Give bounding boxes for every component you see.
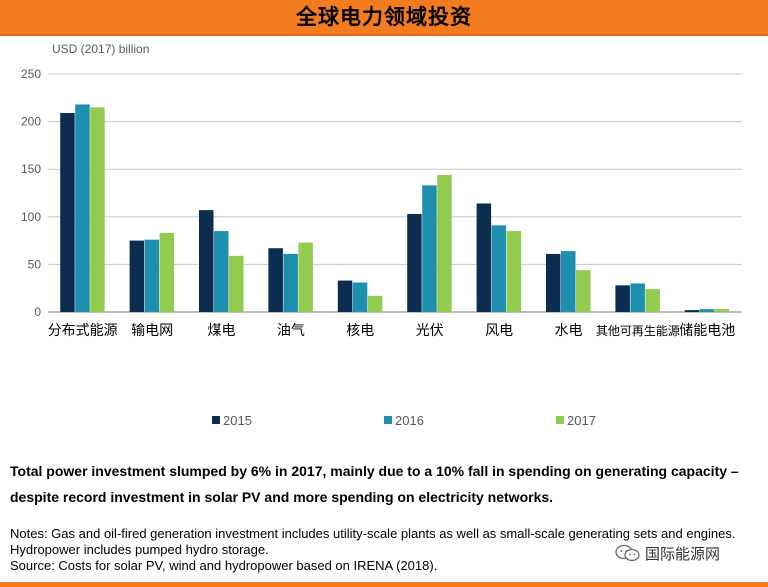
bar-2015 (684, 310, 700, 312)
wechat-icon (615, 544, 640, 562)
bar-2017 (714, 309, 730, 312)
x-tick-label: 核电 (346, 323, 374, 339)
notes-text: Notes: Gas and oil-fired generation inve… (10, 526, 736, 557)
y-tick-label: 150 (21, 162, 41, 176)
bar-2015 (129, 240, 145, 312)
watermark-text: 国际能源网 (645, 544, 721, 563)
x-tick-label: 煤电 (208, 323, 236, 339)
bar-2017 (437, 174, 452, 312)
chart-notes: Notes: Gas and oil-fired generation inve… (10, 526, 762, 574)
x-tick-label: 输电网 (131, 323, 173, 339)
bar-2015 (546, 253, 561, 312)
x-tick-label: 分布式能源 (48, 323, 118, 339)
y-tick-label: 0 (34, 305, 41, 319)
legend-label-2016: 2016 (395, 413, 424, 428)
legend-swatch-2015 (212, 416, 220, 424)
bar-2017 (506, 231, 522, 312)
source-text: Source: Costs for solar PV, wind and hyd… (10, 558, 438, 573)
bar-2015 (268, 248, 283, 312)
legend-label-2015: 2015 (223, 413, 252, 428)
legend-swatch-2017 (556, 416, 564, 424)
y-axis-unit-label: USD (2017) billion (52, 42, 149, 56)
y-tick-label: 50 (28, 257, 42, 271)
legend-label-2017: 2017 (567, 413, 596, 428)
legend-swatch-2016 (384, 416, 392, 424)
bar-2016 (422, 185, 437, 312)
chart-summary: Total power investment slumped by 6% in … (10, 463, 739, 505)
y-tick-label: 250 (21, 67, 41, 81)
bar-2017 (576, 270, 591, 312)
bar-2017 (298, 242, 313, 312)
x-tick-label: 其他可再生能源 (596, 324, 680, 338)
x-tick-label: 风电 (485, 323, 513, 339)
watermark: 国际能源网 (615, 542, 721, 564)
y-tick-label: 200 (21, 115, 41, 129)
bar-2016 (214, 231, 229, 312)
x-tick-label: 光伏 (416, 323, 444, 339)
bar-chart: USD (2017) billion 0 50 100 150 200 250 分布式能源 输电… (21, 42, 742, 428)
bar-2016 (491, 225, 507, 312)
bar-2015 (476, 203, 492, 312)
bar-2016 (630, 283, 645, 312)
y-tick-label: 100 (21, 210, 41, 224)
bar-2016 (561, 251, 576, 312)
bar-2017 (159, 232, 175, 312)
bar-2016 (144, 239, 160, 312)
bottom-accent-bar (0, 582, 768, 587)
bar-2017 (645, 289, 660, 312)
bar-2017 (90, 107, 105, 312)
x-tick-label: 油气 (277, 323, 305, 339)
bar-2015 (199, 210, 214, 312)
bar-2017 (229, 255, 244, 312)
bar-2017 (367, 295, 383, 312)
page-title: 全球电力领域投资 (0, 0, 768, 34)
title-divider (0, 34, 768, 36)
bar-2015 (615, 285, 630, 312)
bar-2016 (75, 104, 90, 313)
bar-2016 (699, 309, 715, 312)
bar-2016 (283, 253, 298, 312)
bar-2015 (60, 113, 75, 312)
bar-2016 (352, 282, 368, 312)
bar-2015 (407, 213, 422, 312)
bar-2015 (337, 280, 353, 312)
x-tick-label: 储能电池 (679, 323, 735, 339)
x-tick-label: 水电 (555, 323, 583, 339)
